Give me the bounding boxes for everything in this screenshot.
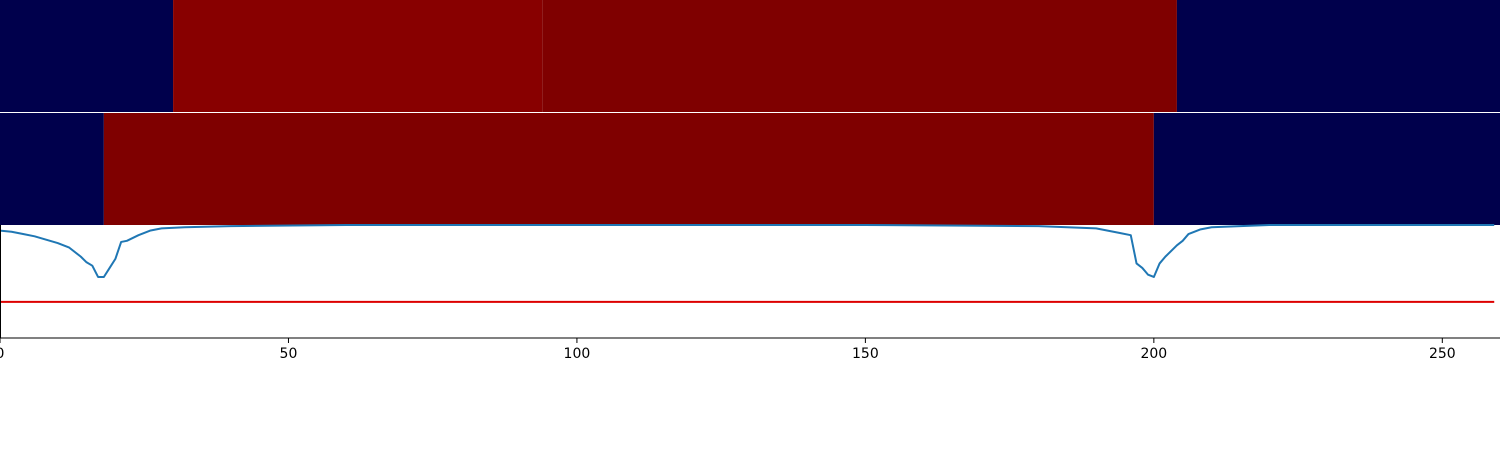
x-tick-label-150: 150 (852, 346, 879, 362)
heatmap-row-2-segment-2 (103, 113, 1154, 225)
x-tick-label-250: 250 (1429, 346, 1456, 362)
x-tick-label-100: 100 (564, 346, 591, 362)
heatmap-row-1-segment-4 (1176, 0, 1500, 112)
series-line-1 (0, 224, 1495, 278)
x-tick-label-50: 50 (280, 346, 298, 362)
heatmap-row-1 (0, 0, 1500, 112)
heatmap-row-1-segment-2 (173, 0, 543, 112)
line-panel (0, 224, 1495, 303)
heatmap-row-2-segment-1 (0, 113, 104, 225)
heatmap-row-2-segment-3 (1153, 113, 1500, 225)
x-tick-label-0: 0 (0, 346, 4, 362)
heatmap-row-1-segment-3 (542, 0, 1177, 112)
heatmap-row-2 (0, 113, 1500, 225)
x-axis: 0 50 100 150 200 250 (0, 338, 1456, 362)
heatmap-row-1-segment-1 (0, 0, 174, 112)
line-panel-background (0, 225, 1500, 338)
x-tick-label-200: 200 (1140, 346, 1167, 362)
